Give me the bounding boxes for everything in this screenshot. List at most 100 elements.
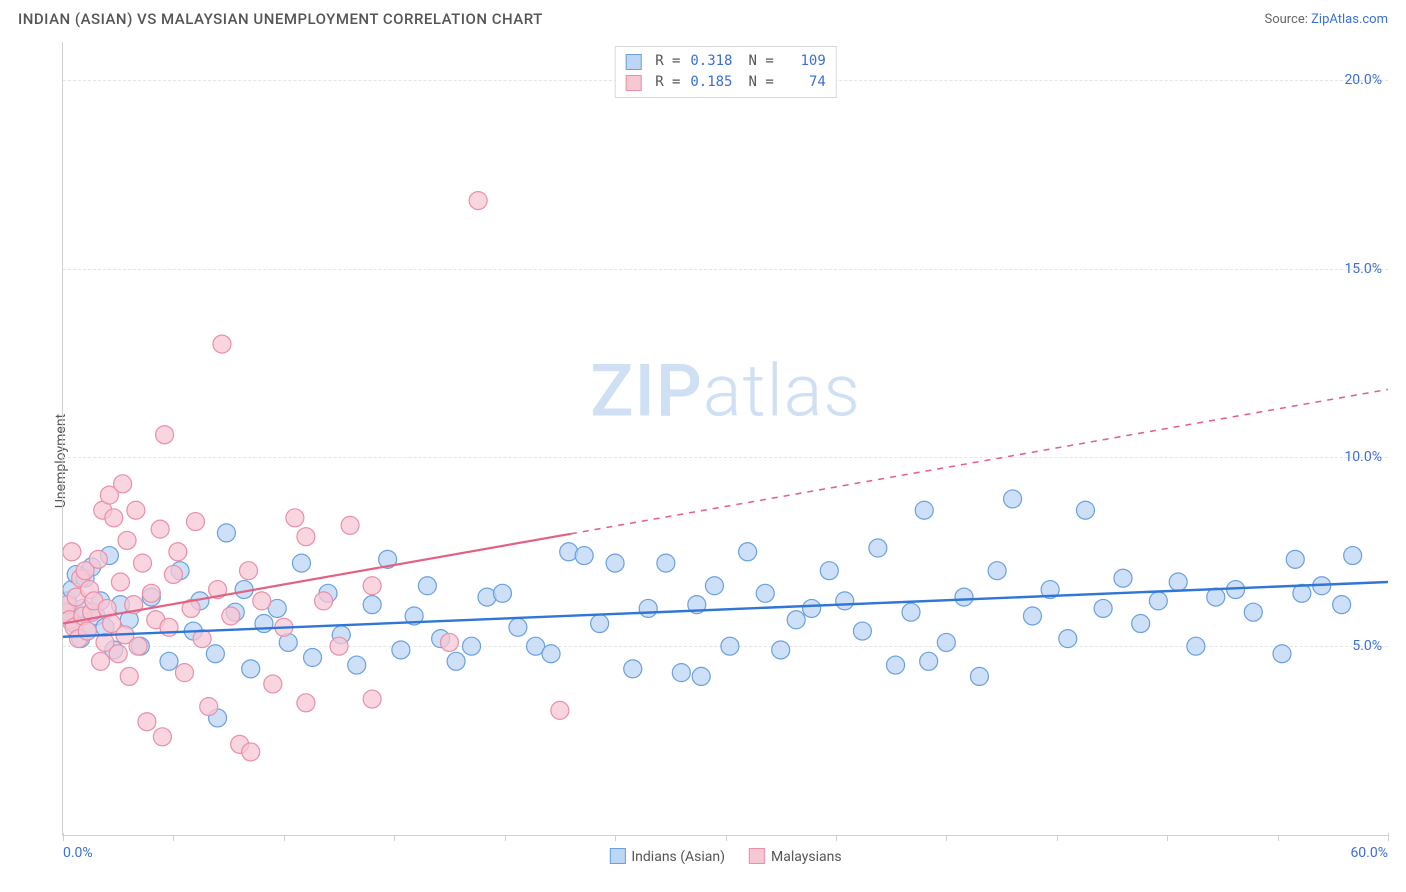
data-point [988, 562, 1006, 580]
data-point [111, 573, 129, 591]
data-point [463, 637, 481, 655]
data-point [418, 577, 436, 595]
data-point [469, 192, 487, 210]
data-point [657, 554, 675, 572]
data-point [63, 543, 81, 561]
data-point [639, 599, 657, 617]
chart-title: INDIAN (ASIAN) VS MALAYSIAN UNEMPLOYMENT… [18, 10, 543, 28]
data-point [348, 656, 366, 674]
data-point [242, 660, 260, 678]
legend-row: R =0.185 N = 74 [625, 72, 826, 93]
data-point [392, 641, 410, 659]
data-point [739, 543, 757, 561]
data-point [1273, 645, 1291, 663]
x-tick [946, 835, 947, 841]
data-point [542, 645, 560, 663]
data-point [440, 633, 458, 651]
data-point [955, 588, 973, 606]
data-point [363, 690, 381, 708]
data-point [315, 592, 333, 610]
data-point [1333, 596, 1351, 614]
data-point [138, 713, 156, 731]
trend-line-solid [63, 534, 571, 624]
data-point [304, 649, 322, 667]
chart-header: INDIAN (ASIAN) VS MALAYSIAN UNEMPLOYMENT… [0, 0, 1406, 34]
data-point [134, 554, 152, 572]
data-point [772, 641, 790, 659]
data-point [920, 652, 938, 670]
data-point [692, 667, 710, 685]
legend-swatch [625, 75, 641, 91]
plot-area: ZIPatlas R =0.318 N =109 R =0.185 N = 74… [62, 42, 1388, 836]
data-point [114, 475, 132, 493]
data-point [363, 577, 381, 595]
x-tick-major [1388, 833, 1389, 841]
data-point [887, 656, 905, 674]
data-point [1286, 550, 1304, 568]
x-tick [726, 835, 727, 841]
data-point [1207, 588, 1225, 606]
scatter-layer [63, 42, 1388, 835]
x-tick [615, 835, 616, 841]
data-point [756, 584, 774, 602]
data-point [341, 516, 359, 534]
data-point [1293, 584, 1311, 602]
data-point [970, 667, 988, 685]
data-point [705, 577, 723, 595]
series-legend-item: Malaysians [749, 848, 842, 865]
legend-swatch [749, 848, 765, 864]
data-point [78, 622, 96, 640]
data-point [1169, 573, 1187, 591]
series-legend-label: Indians (Asian) [631, 849, 725, 865]
data-point [1023, 607, 1041, 625]
x-tick-label: 0.0% [63, 845, 93, 861]
chart-container: Unemployment ZIPatlas R =0.318 N =109 R … [18, 42, 1388, 880]
data-point [1149, 592, 1167, 610]
data-point [160, 652, 178, 670]
data-point [164, 565, 182, 583]
data-point [217, 524, 235, 542]
data-point [836, 592, 854, 610]
x-tick [505, 835, 506, 841]
data-point [575, 547, 593, 565]
source-attribution: Source: ZipAtlas.com [1264, 12, 1388, 27]
x-tick [173, 835, 174, 841]
data-point [89, 550, 107, 568]
correlation-legend: R =0.318 N =109 R =0.185 N = 74 [614, 46, 837, 98]
data-point [297, 528, 315, 546]
data-point [242, 743, 260, 761]
data-point [120, 667, 138, 685]
series-legend-label: Malaysians [771, 849, 842, 865]
data-point [253, 592, 271, 610]
x-tick-label: 60.0% [1350, 845, 1388, 861]
data-point [937, 633, 955, 651]
data-point [118, 531, 136, 549]
data-point [129, 637, 147, 655]
data-point [1114, 569, 1132, 587]
data-point [222, 607, 240, 625]
trend-line-dashed [571, 389, 1388, 533]
data-point [1059, 630, 1077, 648]
series-legend-item: Indians (Asian) [609, 848, 725, 865]
data-point [1094, 599, 1112, 617]
source-link[interactable]: ZipAtlas.com [1311, 12, 1388, 27]
x-tick [394, 835, 395, 841]
data-point [1344, 547, 1362, 565]
data-point [109, 645, 127, 663]
data-point [787, 611, 805, 629]
data-point [286, 509, 304, 527]
x-tick [1278, 835, 1279, 841]
data-point [509, 618, 527, 636]
data-point [142, 584, 160, 602]
data-point [293, 554, 311, 572]
data-point [213, 335, 231, 353]
data-point [869, 539, 887, 557]
x-tick [836, 835, 837, 841]
data-point [200, 698, 218, 716]
legend-row: R =0.318 N =109 [625, 51, 826, 72]
data-point [915, 501, 933, 519]
legend-swatch [609, 848, 625, 864]
series-legend: Indians (Asian) Malaysians [609, 848, 841, 865]
data-point [591, 615, 609, 633]
data-point [820, 562, 838, 580]
